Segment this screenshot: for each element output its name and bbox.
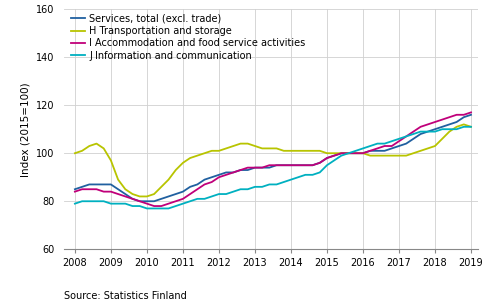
- Services, total (excl. trade): [324, 156, 330, 160]
- I Accommodation and food service activities: [223, 173, 229, 177]
- Line: H Transportation and storage: H Transportation and storage: [75, 124, 471, 196]
- J Information and communication: [72, 202, 78, 206]
- Services, total (excl. trade): [72, 187, 78, 191]
- I Accommodation and food service activities: [79, 187, 85, 191]
- H Transportation and storage: [382, 154, 387, 157]
- H Transportation and storage: [137, 195, 142, 198]
- Services, total (excl. trade): [137, 199, 142, 203]
- I Accommodation and food service activities: [324, 156, 330, 160]
- J Information and communication: [468, 125, 474, 129]
- I Accommodation and food service activities: [72, 190, 78, 193]
- J Information and communication: [79, 199, 85, 203]
- Services, total (excl. trade): [79, 185, 85, 189]
- Services, total (excl. trade): [468, 113, 474, 117]
- H Transportation and storage: [72, 151, 78, 155]
- Text: Source: Statistics Finland: Source: Statistics Finland: [64, 291, 187, 301]
- H Transportation and storage: [324, 151, 330, 155]
- Services, total (excl. trade): [223, 171, 229, 174]
- Legend: Services, total (excl. trade), H Transportation and storage, I Accommodation and: Services, total (excl. trade), H Transpo…: [69, 12, 308, 63]
- Line: Services, total (excl. trade): Services, total (excl. trade): [75, 115, 471, 201]
- J Information and communication: [461, 125, 467, 129]
- I Accommodation and food service activities: [382, 144, 387, 148]
- H Transportation and storage: [302, 149, 308, 153]
- I Accommodation and food service activities: [468, 111, 474, 114]
- H Transportation and storage: [338, 151, 344, 155]
- Line: I Accommodation and food service activities: I Accommodation and food service activit…: [75, 112, 471, 206]
- Services, total (excl. trade): [382, 149, 387, 153]
- Services, total (excl. trade): [302, 164, 308, 167]
- Y-axis label: Index (2015=100): Index (2015=100): [20, 82, 30, 177]
- H Transportation and storage: [468, 125, 474, 129]
- Services, total (excl. trade): [338, 151, 344, 155]
- J Information and communication: [382, 142, 387, 145]
- I Accommodation and food service activities: [302, 164, 308, 167]
- J Information and communication: [223, 192, 229, 196]
- I Accommodation and food service activities: [151, 204, 157, 208]
- H Transportation and storage: [79, 149, 85, 153]
- H Transportation and storage: [461, 123, 467, 126]
- Line: J Information and communication: J Information and communication: [75, 127, 471, 209]
- H Transportation and storage: [223, 147, 229, 150]
- J Information and communication: [302, 173, 308, 177]
- J Information and communication: [144, 207, 150, 210]
- J Information and communication: [338, 154, 344, 157]
- J Information and communication: [324, 164, 330, 167]
- I Accommodation and food service activities: [338, 151, 344, 155]
